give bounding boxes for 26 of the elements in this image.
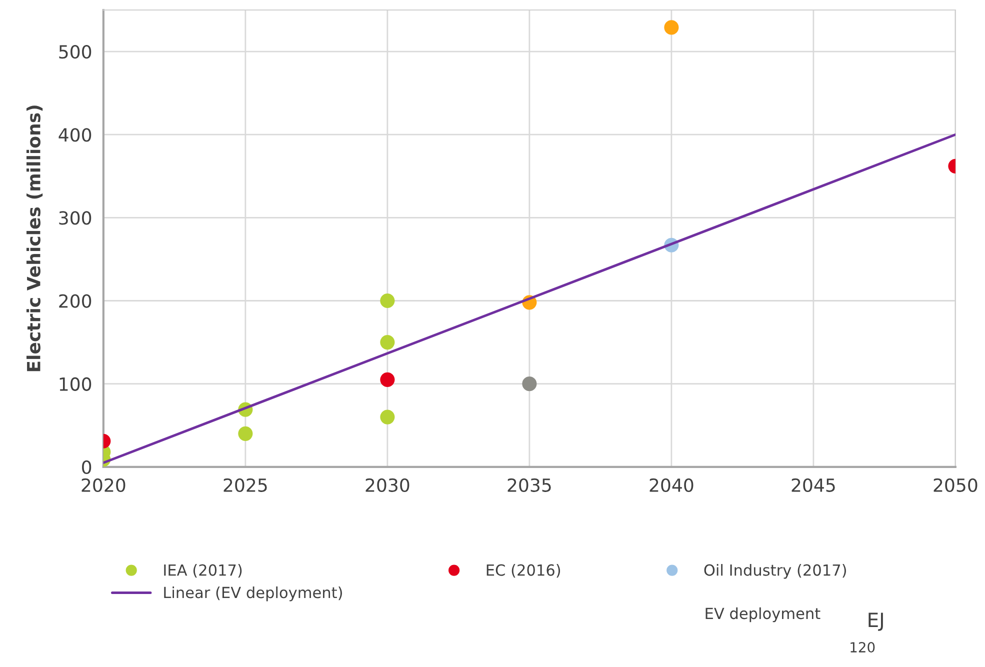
x-tick-label: 2040 — [650, 478, 694, 492]
legend-label: IEA (2017) — [164, 564, 242, 578]
point — [664, 20, 679, 35]
text: EJ — [868, 612, 883, 631]
text: 120 — [850, 642, 875, 653]
x-tick-label: 2020 — [82, 478, 126, 492]
x-tick-label: 2025 — [224, 478, 267, 492]
x-tick-label: 2045 — [792, 478, 835, 492]
y-tick-label: 0 — [82, 460, 92, 474]
x-tick-label: 2030 — [366, 478, 410, 492]
point — [380, 410, 395, 424]
y-axis-title: Electric Vehicles (millions) — [26, 106, 43, 372]
y-tick-label: 500 — [59, 45, 92, 59]
point — [380, 293, 395, 308]
point — [522, 376, 537, 392]
legend-label: Oil Industry (2017) — [704, 564, 846, 579]
point — [380, 335, 395, 350]
y-tick-label: 300 — [59, 211, 92, 225]
x-tick-label: 2035 — [508, 478, 551, 492]
legend-label: EC (2016) — [486, 564, 560, 578]
y-tick-label: 100 — [60, 377, 92, 391]
x-tick-label: 2050 — [934, 478, 978, 492]
y-tick-label: 200 — [59, 294, 92, 308]
text: EV deployment — [706, 607, 820, 622]
legend-label: Linear (EV deployment) — [164, 586, 342, 602]
y-tick-label: 400 — [58, 128, 92, 142]
